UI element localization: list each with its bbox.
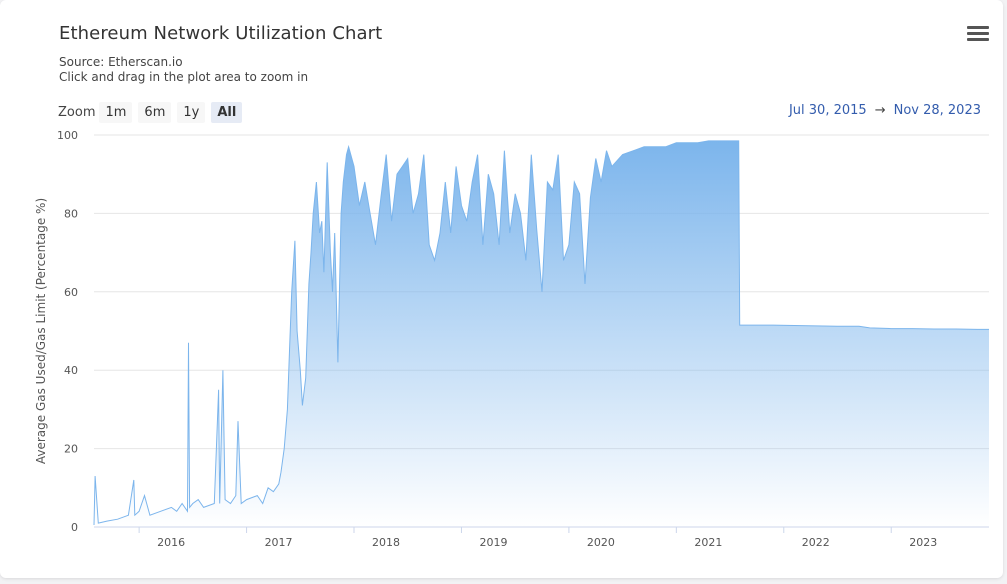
zoom-1y-button[interactable]: 1y (177, 101, 206, 123)
y-tick-label: 60 (64, 286, 78, 299)
x-tick-label: 2018 (372, 536, 400, 549)
x-tick-label: 2020 (587, 536, 615, 549)
x-tick-label: 2021 (694, 536, 722, 549)
y-tick-label: 40 (64, 364, 78, 377)
x-axis-ticks: 2016 2017 2018 2019 2020 2021 2022 2023 (138, 527, 937, 549)
x-tick-label: 2019 (479, 536, 507, 549)
y-axis-label: Average Gas Used/Gas Limit (Percentage %… (34, 198, 48, 464)
date-range: Jul 30, 2015 → Nov 28, 2023 (789, 103, 981, 118)
zoom-label: Zoom (58, 104, 96, 120)
y-tick-label: 20 (64, 443, 78, 456)
range-arrow-icon: → (874, 103, 886, 118)
utilization-area (94, 140, 989, 527)
subtitle-hint: Click and drag in the plot area to zoom … (59, 70, 309, 84)
zoom-6m-button[interactable]: 6m (138, 101, 172, 123)
hamburger-menu-icon[interactable] (967, 26, 989, 44)
chart-subtitle: Source: Etherscan.io Click and drag in t… (59, 55, 308, 85)
x-tick-label: 2017 (265, 536, 293, 549)
x-tick-label: 2023 (909, 536, 937, 549)
y-axis-ticks: 0 20 40 60 80 100 (57, 129, 78, 534)
y-tick-label: 0 (71, 521, 78, 534)
chart-title: Ethereum Network Utilization Chart (59, 23, 383, 44)
y-tick-label: 80 (64, 207, 78, 220)
zoom-1m-button[interactable]: 1m (99, 101, 133, 123)
range-from[interactable]: Jul 30, 2015 (788, 103, 867, 118)
range-to[interactable]: Nov 28, 2023 (893, 103, 981, 118)
zoom-controls: Zoom 1m 6m 1y All (58, 101, 248, 123)
y-tick-label: 100 (57, 129, 78, 142)
x-tick-label: 2022 (802, 536, 830, 549)
x-tick-label: 2016 (157, 536, 185, 549)
zoom-all-button[interactable]: All (211, 101, 243, 123)
subtitle-source: Source: Etherscan.io (59, 55, 183, 69)
utilization-line (93, 140, 989, 526)
